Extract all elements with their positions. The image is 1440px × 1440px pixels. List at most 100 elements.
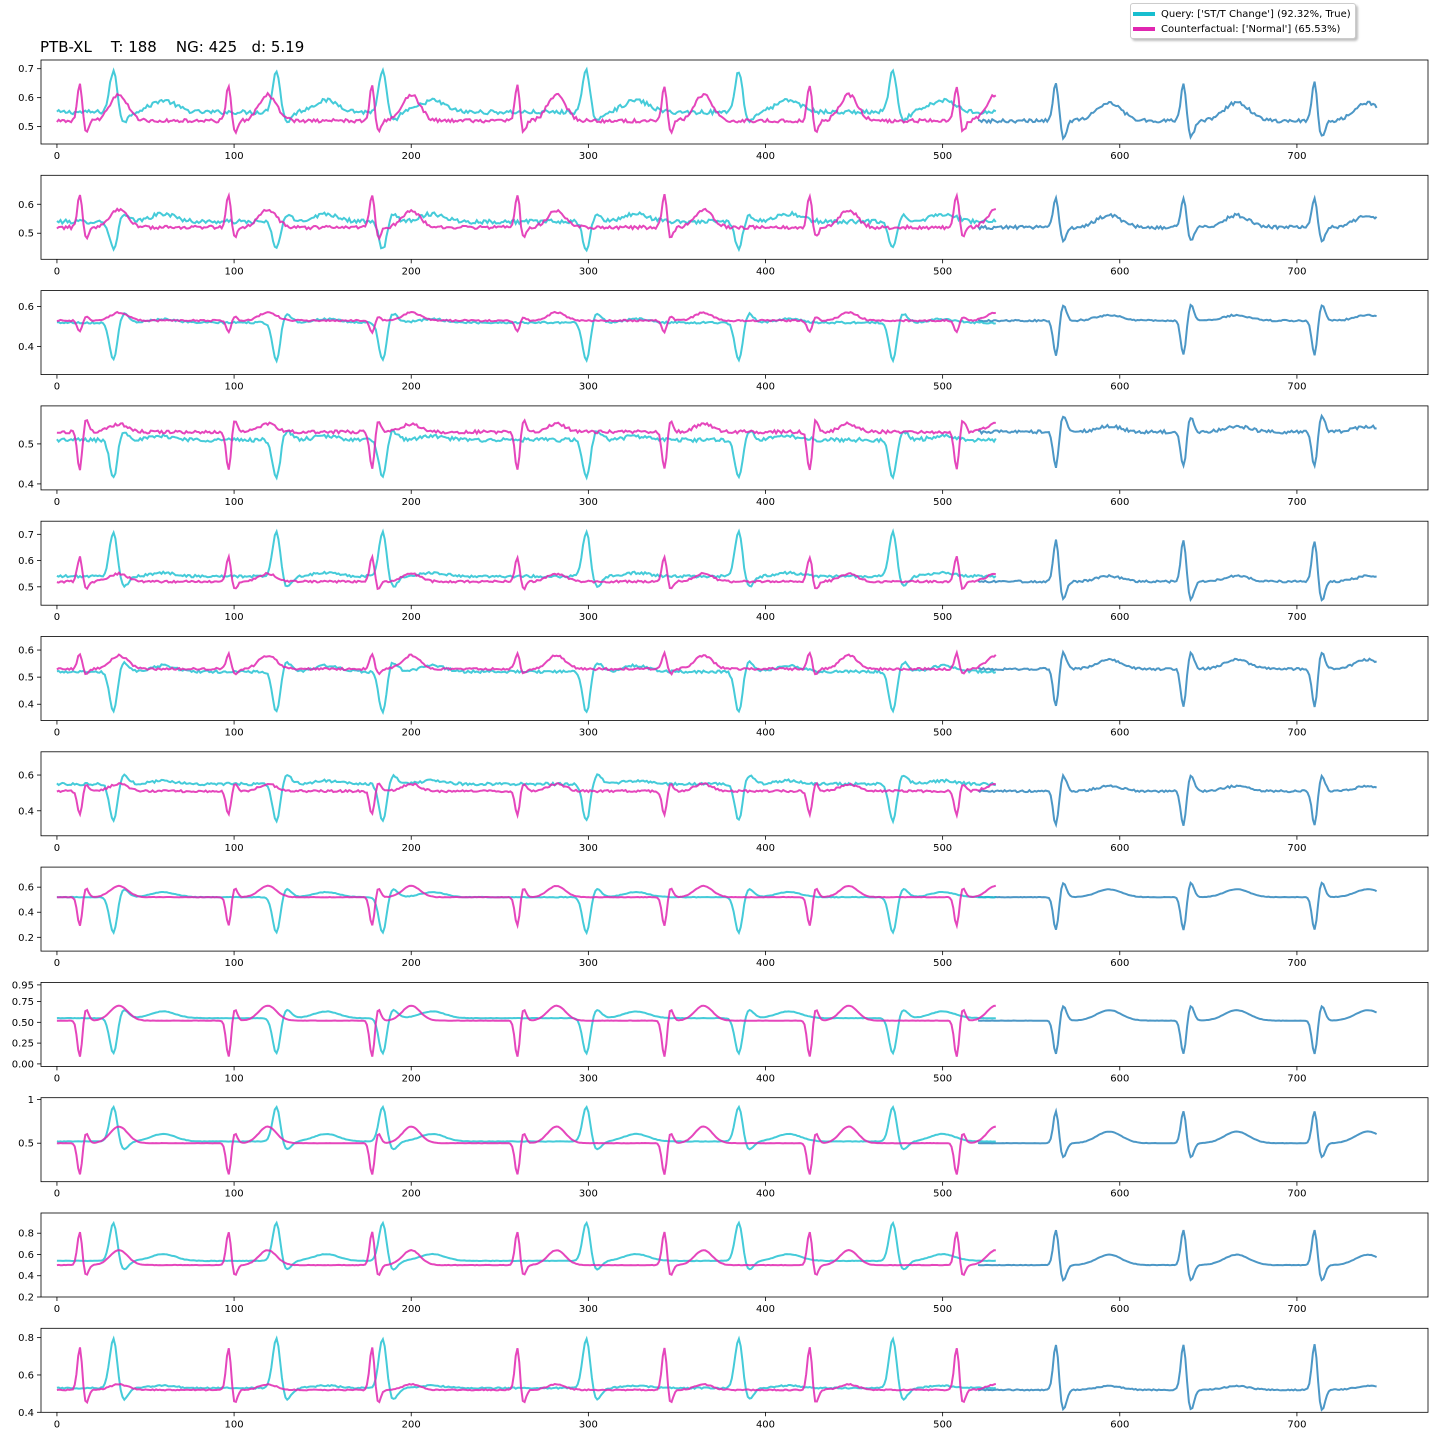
x-tick-label: 600 [1110,1419,1129,1430]
x-tick-label: 300 [579,843,598,854]
x-tick-label: 400 [756,1304,775,1315]
x-tick-label: 0 [54,382,60,393]
query-series-line [56,528,997,589]
y-tick-label: 1 [28,1095,34,1106]
x-tick-label: 600 [1110,382,1129,393]
y-tick-label: 0.50 [12,1018,34,1029]
query-series-line [56,311,996,364]
panel-3: 0.4 0.6 0 100 200 300 400 500 600 700 [18,290,1429,393]
counterfactual-series-line [56,418,996,471]
counterfactual-series-line [56,1004,996,1057]
panel-5: 0.5 0.6 0.7 0 100 200 300 400 500 600 700 [18,520,1429,623]
y-tick-label: 0.5 [18,439,34,450]
x-tick-label: 300 [579,1419,598,1430]
panel-frame [40,59,1429,145]
x-tick-label: 400 [756,382,775,393]
legend-item-counterfactual: Counterfactual: ['Normal'] (65.53%) [1133,22,1340,36]
y-tick-label: 0.4 [18,908,34,919]
y-tick-label: 0.8 [18,1229,34,1240]
shared-series-line [977,1004,1377,1055]
x-tick-label: 500 [933,843,952,854]
x-tick-label: 700 [1287,843,1306,854]
counterfactual-series-line [56,82,997,135]
panel-12: 0.4 0.6 0.8 0 100 200 300 400 500 600 700 [18,1327,1429,1430]
counterfactual-series-line [56,884,997,930]
x-tick-label: 300 [579,958,598,969]
x-tick-label: 600 [1110,151,1129,162]
y-tick-label: 0.6 [18,302,34,313]
x-tick-label: 500 [933,728,952,739]
legend-swatch-counterfactual [1133,27,1155,31]
legend: Query: ['ST/T Change'] (92.32%, True) Co… [1130,3,1356,39]
panel-6: 0.4 0.5 0.6 0 100 200 300 400 500 600 700 [18,636,1429,739]
x-tick-label: 100 [225,1304,244,1315]
x-tick-label: 200 [402,497,421,508]
x-tick-label: 700 [1287,1304,1306,1315]
x-tick-label: 200 [402,843,421,854]
x-tick-label: 200 [402,382,421,393]
shared-series-line [977,303,1377,356]
panel-4: 0.4 0.5 0 100 200 300 400 500 600 700 [18,405,1429,508]
x-tick-label: 0 [54,266,60,277]
shared-series-line [977,539,1377,603]
panel-frame [40,520,1429,606]
x-tick-label: 200 [402,612,421,623]
shared-series-line [977,1344,1377,1412]
shared-series-line [977,1229,1378,1282]
legend-label-counterfactual: Counterfactual: ['Normal'] (65.53%) [1161,23,1341,35]
y-tick-label: 0.4 [18,1408,34,1419]
x-tick-label: 300 [579,151,598,162]
shared-series-line [978,881,1378,931]
y-tick-label: 0.6 [18,1250,34,1261]
x-tick-label: 0 [54,1304,60,1315]
y-tick-label: 0.4 [18,1271,34,1282]
panel-11: 0.2 0.4 0.6 0.8 0 100 200 300 400 500 600 700 [18,1212,1429,1315]
x-tick-label: 600 [1110,1304,1129,1315]
x-tick-label: 100 [225,382,244,393]
x-tick-label: 600 [1110,497,1129,508]
y-tick-label: 0.4 [18,479,34,490]
panel-10: 0.5 1 0 100 200 300 400 500 600 700 [18,1095,1429,1200]
shared-series-line [977,81,1378,141]
counterfactual-series-line [56,1347,997,1405]
query-series-line [56,1335,997,1402]
y-tick-label: 0.75 [12,997,34,1008]
panel-frame [40,751,1429,837]
x-tick-label: 600 [1110,1073,1129,1084]
y-tick-label: 0.4 [18,806,34,817]
x-tick-label: 400 [756,1189,775,1200]
counterfactual-series-line [56,781,997,820]
x-tick-label: 300 [579,612,598,623]
query-series-line [56,66,997,124]
y-tick-label: 0.95 [12,980,34,991]
x-tick-label: 0 [54,1189,60,1200]
x-tick-label: 200 [402,1419,421,1430]
x-tick-label: 500 [933,612,952,623]
x-tick-label: 400 [756,843,775,854]
counterfactual-series-line [56,1231,996,1277]
panel-frame [40,290,1429,376]
counterfactual-series-line [56,310,996,335]
y-tick-label: 0.7 [18,64,34,75]
shared-series-line [977,772,1377,829]
x-tick-label: 500 [933,1189,952,1200]
panel-9: 0.00 0.25 0.50 0.75 0.95 0 100 200 300 400 500 600 7… [12,980,1429,1084]
query-series-line [56,887,997,936]
y-tick-label: 0.6 [18,1370,34,1381]
x-tick-label: 500 [933,1419,952,1430]
x-tick-label: 500 [933,382,952,393]
shared-series-line [977,413,1377,470]
y-tick-label: 0.5 [18,582,34,593]
counterfactual-series-line [56,191,997,241]
x-tick-label: 100 [225,1073,244,1084]
x-tick-label: 0 [54,151,60,162]
y-tick-label: 0.6 [18,200,34,211]
x-tick-label: 100 [225,497,244,508]
x-tick-label: 0 [54,497,60,508]
shared-series-line [978,649,1377,708]
panel-7: 0.4 0.6 0 100 200 300 400 500 600 700 [18,751,1429,854]
x-tick-label: 0 [54,1073,60,1084]
y-tick-label: 0.5 [18,229,34,240]
y-tick-label: 0.6 [18,556,34,567]
